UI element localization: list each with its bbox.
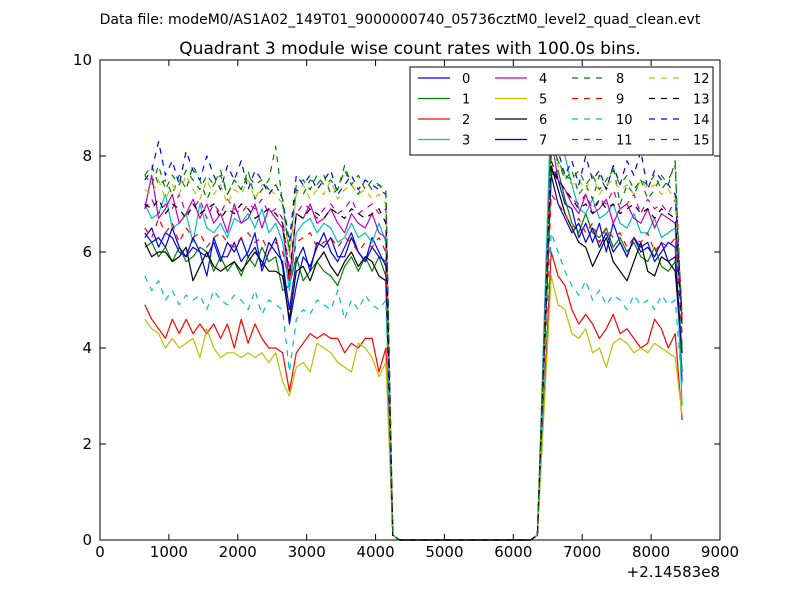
x-tick-label: 8000 — [632, 543, 670, 561]
y-tick-label: 4 — [82, 339, 92, 357]
series-line-5 — [144, 275, 683, 541]
series-layer — [144, 97, 683, 541]
series-line-2 — [144, 251, 683, 541]
legend-label-5: 5 — [539, 93, 547, 108]
ticks-layer: 0 1000 2000 3000 4000 5000 6000 7000 8000 9000 0 2 4… — [73, 51, 739, 561]
x-offset-label: +2.14583e8 — [627, 563, 720, 581]
x-tick-label: 2000 — [219, 543, 257, 561]
legend-label-8: 8 — [616, 72, 624, 87]
legend-label-6: 6 — [539, 113, 547, 128]
legend-label-3: 3 — [462, 134, 470, 149]
x-tick-label: 9000 — [701, 543, 739, 561]
suptitle: Data file: modeM0/AS1A02_149T01_90000007… — [100, 12, 701, 28]
x-tick-label: 6000 — [494, 543, 532, 561]
legend-label-15: 15 — [693, 134, 710, 149]
legend-label-12: 12 — [693, 72, 710, 87]
chart-title: Quadrant 3 module wise count rates with … — [179, 39, 640, 59]
series-line-10 — [144, 232, 683, 541]
x-tick-label: 3000 — [288, 543, 326, 561]
y-tick-label: 2 — [82, 435, 92, 453]
series-line-9 — [144, 193, 683, 541]
y-tick-label: 6 — [82, 243, 92, 261]
legend-label-14: 14 — [693, 113, 710, 128]
legend-label-9: 9 — [616, 93, 624, 108]
series-line-13 — [144, 160, 683, 541]
legend-label-10: 10 — [616, 113, 633, 128]
legend-label-11: 11 — [616, 134, 633, 149]
x-tick-label: 1000 — [150, 543, 188, 561]
x-tick-label: 4000 — [356, 543, 394, 561]
plot-frame — [99, 59, 721, 541]
legend-label-1: 1 — [462, 93, 470, 108]
y-tick-label: 8 — [82, 147, 92, 165]
legend-label-13: 13 — [693, 93, 710, 108]
legend-label-2: 2 — [462, 113, 470, 128]
y-tick-label: 0 — [82, 531, 92, 549]
legend-box — [409, 66, 714, 156]
series-line-3 — [144, 97, 683, 541]
x-tick-label: 0 — [95, 543, 105, 561]
y-tick-label: 10 — [73, 51, 92, 69]
x-tick-label: 7000 — [563, 543, 601, 561]
x-tick-label: 5000 — [425, 543, 463, 561]
legend-label-4: 4 — [539, 72, 547, 87]
legend-label-7: 7 — [539, 134, 547, 149]
legend-label-0: 0 — [462, 72, 470, 87]
